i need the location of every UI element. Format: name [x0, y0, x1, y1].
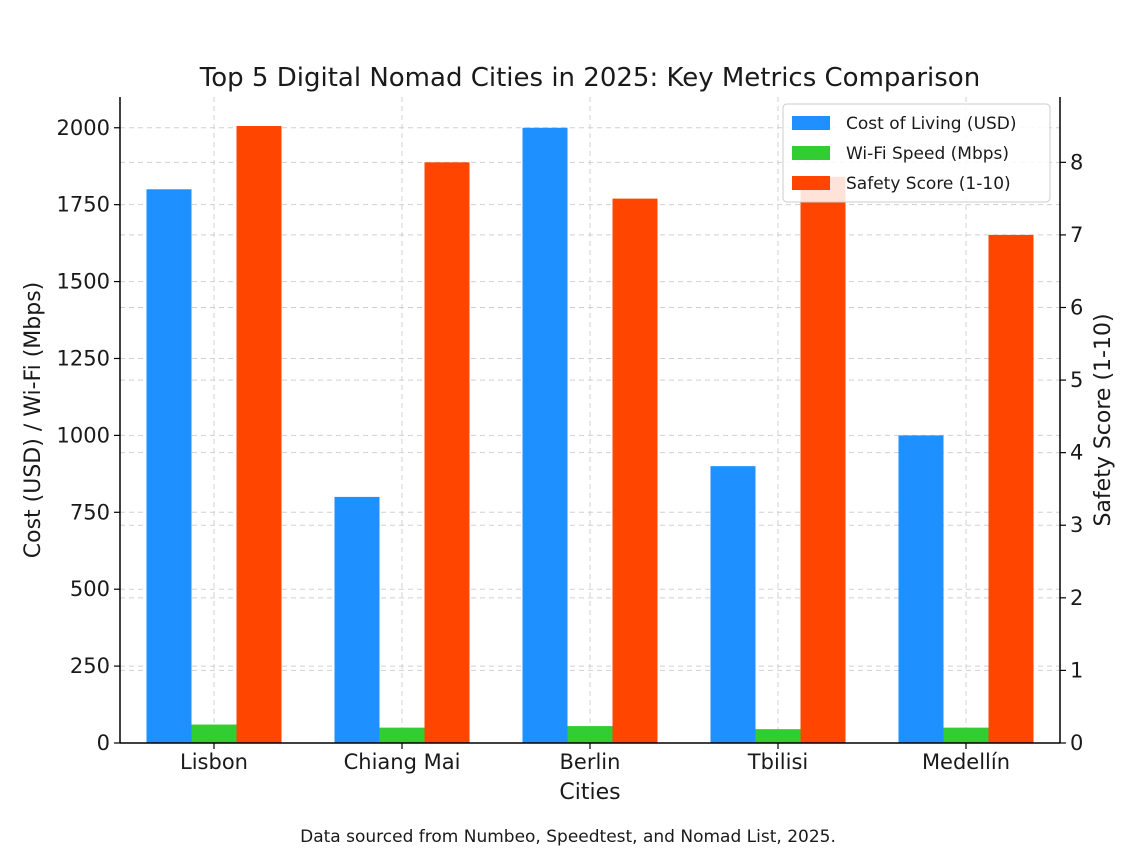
- y2-tick-label: 7: [1070, 223, 1083, 247]
- y2-axis-label: Safety Score (1-10): [1091, 313, 1116, 526]
- bar-wi-fi-speed-mbps-lisbon: [191, 724, 237, 743]
- y-tick-label: 500: [70, 577, 110, 601]
- bars-group: [146, 126, 1034, 744]
- source-note: Data sourced from Numbeo, Speedtest, and…: [300, 827, 836, 847]
- y-tick-label: 1500: [57, 270, 110, 294]
- y2-tick-label: 1: [1070, 658, 1083, 682]
- y-tick-label: 1750: [57, 193, 110, 217]
- y-axis-label: Cost (USD) / Wi-Fi (Mbps): [21, 282, 46, 559]
- bar-safety-score-1-10-medell-n: [988, 234, 1034, 744]
- y-tick-label: 2000: [57, 116, 110, 140]
- bar-cost-of-living-usd-berlin: [522, 127, 568, 743]
- y-tick-label: 1250: [57, 346, 110, 370]
- y2-tick-label: 5: [1070, 368, 1083, 392]
- bar-cost-of-living-usd-medell-n: [898, 435, 944, 743]
- bar-cost-of-living-usd-lisbon: [146, 189, 192, 744]
- x-tick-label: Chiang Mai: [344, 750, 461, 774]
- x-tick-label: Medellín: [922, 750, 1010, 774]
- y2-tick-label: 3: [1070, 513, 1083, 537]
- bar-safety-score-1-10-tbilisi: [800, 176, 846, 743]
- y-tick-label: 0: [97, 731, 110, 755]
- bar-safety-score-1-10-chiang-mai: [424, 162, 470, 744]
- legend-box: [782, 103, 1051, 203]
- chart-title: Top 5 Digital Nomad Cities in 2025: Key …: [199, 63, 980, 93]
- bar-cost-of-living-usd-chiang-mai: [334, 496, 380, 743]
- y-tick-label: 250: [70, 654, 110, 678]
- bar-wi-fi-speed-mbps-berlin: [567, 726, 613, 743]
- legend: Cost of Living (USD) Wi-Fi Speed (Mbps) Sa…: [782, 103, 1051, 203]
- x-tick-label: Tbilisi: [747, 750, 808, 774]
- x-tick-label: Berlin: [560, 750, 621, 774]
- y2-tick-label: 2: [1070, 586, 1083, 610]
- legend-swatch-cost-of-living-usd: [792, 116, 830, 130]
- y2-tick-label: 8: [1070, 150, 1083, 174]
- bar-wi-fi-speed-mbps-medell-n: [943, 727, 989, 743]
- bar-safety-score-1-10-berlin: [612, 198, 658, 743]
- bar-safety-score-1-10-lisbon: [236, 126, 282, 744]
- bar-wi-fi-speed-mbps-chiang-mai: [379, 727, 425, 743]
- legend-swatch-safety-score-1-10: [792, 176, 830, 190]
- bar-wi-fi-speed-mbps-tbilisi: [755, 729, 801, 743]
- y2-tick-label: 6: [1070, 295, 1083, 319]
- legend-label-cost-of-living-usd: Cost of Living (USD): [846, 114, 1017, 134]
- y-tick-label: 750: [70, 500, 110, 524]
- bar-cost-of-living-usd-tbilisi: [710, 466, 756, 743]
- legend-swatch-wi-fi-speed-mbps: [792, 146, 830, 160]
- x-tick-label: Lisbon: [180, 750, 248, 774]
- ticks-group: Lisbon Chiang Mai Berlin Tbilisi Medellín025…: [57, 116, 1084, 774]
- legend-label-safety-score-1-10: Safety Score (1-10): [846, 174, 1011, 194]
- y-tick-label: 1000: [57, 423, 110, 447]
- legend-label-wi-fi-speed-mbps: Wi-Fi Speed (Mbps): [846, 144, 1009, 164]
- x-axis-label: Cities: [559, 780, 620, 805]
- y2-tick-label: 4: [1070, 441, 1083, 465]
- y2-tick-label: 0: [1070, 731, 1083, 755]
